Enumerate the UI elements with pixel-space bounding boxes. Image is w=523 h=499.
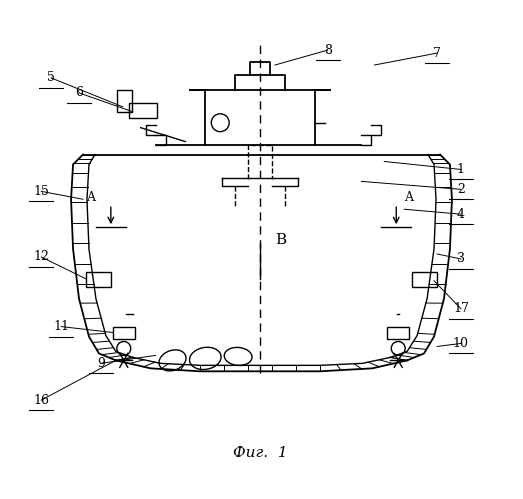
Text: A: A: [404, 191, 413, 204]
Text: 8: 8: [324, 43, 332, 56]
Text: 5: 5: [47, 71, 55, 84]
Text: 4: 4: [457, 208, 465, 221]
Text: 6: 6: [75, 86, 83, 99]
Text: 10: 10: [453, 337, 469, 350]
Text: 2: 2: [457, 183, 465, 196]
Text: Фиг.  1: Фиг. 1: [233, 446, 287, 460]
Text: 15: 15: [33, 185, 49, 198]
Bar: [117, 90, 132, 112]
Bar: [86, 272, 111, 287]
Text: B: B: [275, 233, 286, 247]
Text: 16: 16: [33, 394, 49, 407]
Bar: [412, 272, 437, 287]
Text: 9: 9: [97, 357, 105, 370]
Text: 12: 12: [33, 250, 49, 263]
Bar: [388, 326, 409, 338]
Bar: [129, 103, 156, 118]
Text: 7: 7: [433, 46, 441, 59]
Text: 17: 17: [453, 302, 469, 315]
Text: 1: 1: [457, 163, 465, 176]
Text: A: A: [86, 191, 95, 204]
Bar: [113, 326, 135, 338]
Text: 3: 3: [457, 252, 465, 265]
Text: 11: 11: [53, 320, 69, 333]
